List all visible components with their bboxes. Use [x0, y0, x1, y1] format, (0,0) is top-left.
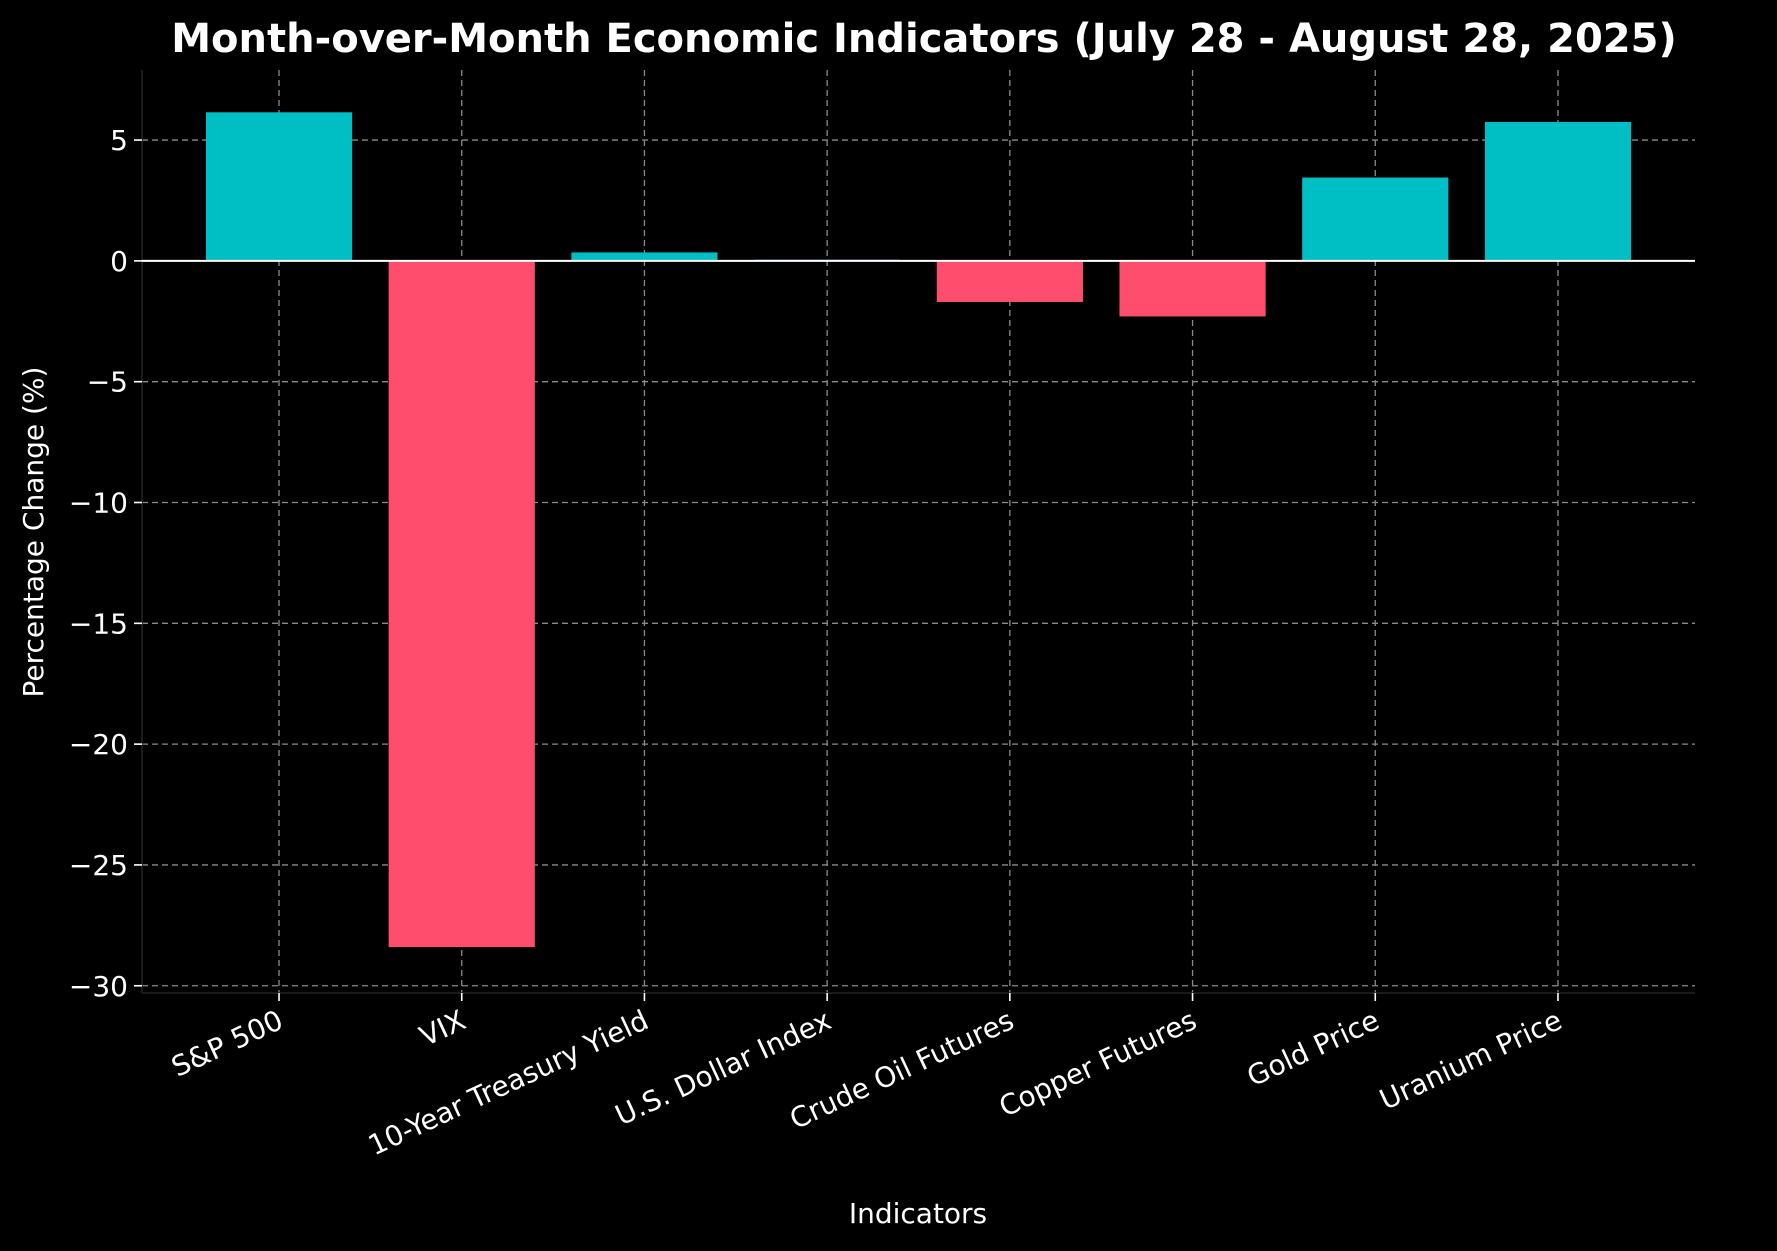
bars-layer [205, 112, 1632, 948]
y-axis-label: Percentage Change (%) [17, 367, 50, 698]
x-tick-label: 10-Year Treasury Yield [363, 1003, 653, 1162]
bar-crude-oil-futures [936, 260, 1083, 302]
bar-uranium-price [1484, 121, 1632, 261]
y-tick-label: −20 [69, 728, 128, 761]
axes-layer [141, 70, 1695, 994]
chart-title: Month-over-Month Economic Indicators (Ju… [171, 16, 1677, 62]
y-tick-label: −30 [69, 970, 128, 1003]
bar-gold-price [1302, 177, 1449, 261]
x-tick-label: Copper Futures [994, 1003, 1202, 1123]
bar-vix [388, 260, 535, 948]
bar-s-p-500 [205, 112, 353, 261]
x-tick-label: S&P 500 [166, 1003, 288, 1083]
grid-layer [142, 70, 1695, 993]
y-tick-label: −15 [69, 607, 128, 640]
x-axis-label: Indicators [849, 1197, 987, 1230]
bar-copper-futures [1119, 260, 1266, 317]
bar-10-year-treasury-yield [571, 252, 718, 261]
y-tick-label: 5 [110, 124, 128, 157]
x-tick-label: VIX [415, 1003, 471, 1053]
labels-layer: Month-over-Month Economic Indicators (Ju… [17, 16, 1677, 1230]
y-tick-label: −10 [69, 487, 128, 520]
y-tick-label: −5 [87, 366, 128, 399]
x-tick-label: Gold Price [1242, 1003, 1384, 1093]
y-tick-label: 0 [110, 245, 128, 278]
y-tick-label: −25 [69, 849, 128, 882]
x-tick-label: Uranium Price [1375, 1003, 1567, 1116]
